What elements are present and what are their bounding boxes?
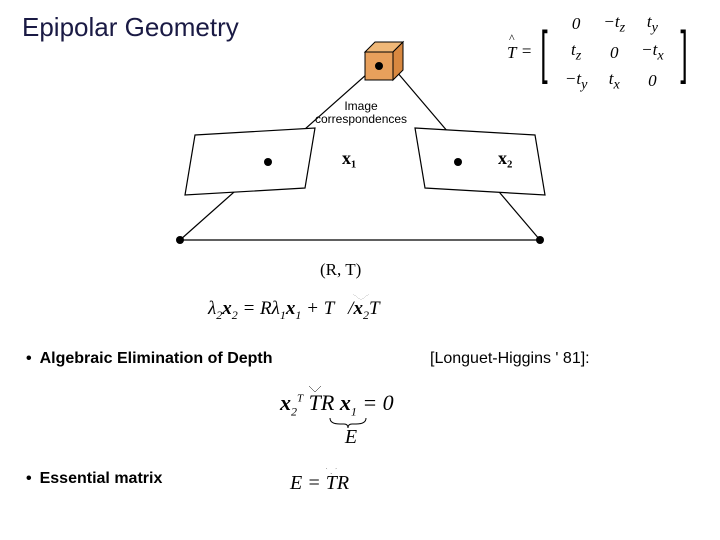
bullet-elimination: •Algebraic Elimination of Depth	[26, 350, 273, 368]
underbrace-label: E	[345, 426, 357, 448]
epipolar-diagram	[140, 40, 580, 260]
correspondence-label: Imagecorrespondences	[315, 100, 407, 126]
bullet-elimination-text: Algebraic Elimination of Depth	[40, 350, 273, 367]
x2-label: x₂	[498, 148, 512, 169]
rt-label: (R, T)	[320, 260, 361, 280]
bullet-essential: •Essential matrix	[26, 470, 162, 488]
x1-label: x₁	[342, 148, 356, 169]
slide-title: Epipolar Geometry	[22, 12, 239, 43]
bullet-essential-text: Essential matrix	[40, 470, 163, 487]
epipolar-constraint-equation: x2T TR x1 = 0 E	[280, 390, 394, 419]
cube-icon	[365, 42, 403, 80]
citation: [Longuet-Higgins ' 81]:	[430, 350, 590, 368]
underbrace: E	[334, 418, 368, 449]
projection-equation: λ2x2 = Rλ1x1 + T /x2T	[208, 298, 380, 323]
essential-matrix-equation: E = TR	[290, 472, 349, 495]
